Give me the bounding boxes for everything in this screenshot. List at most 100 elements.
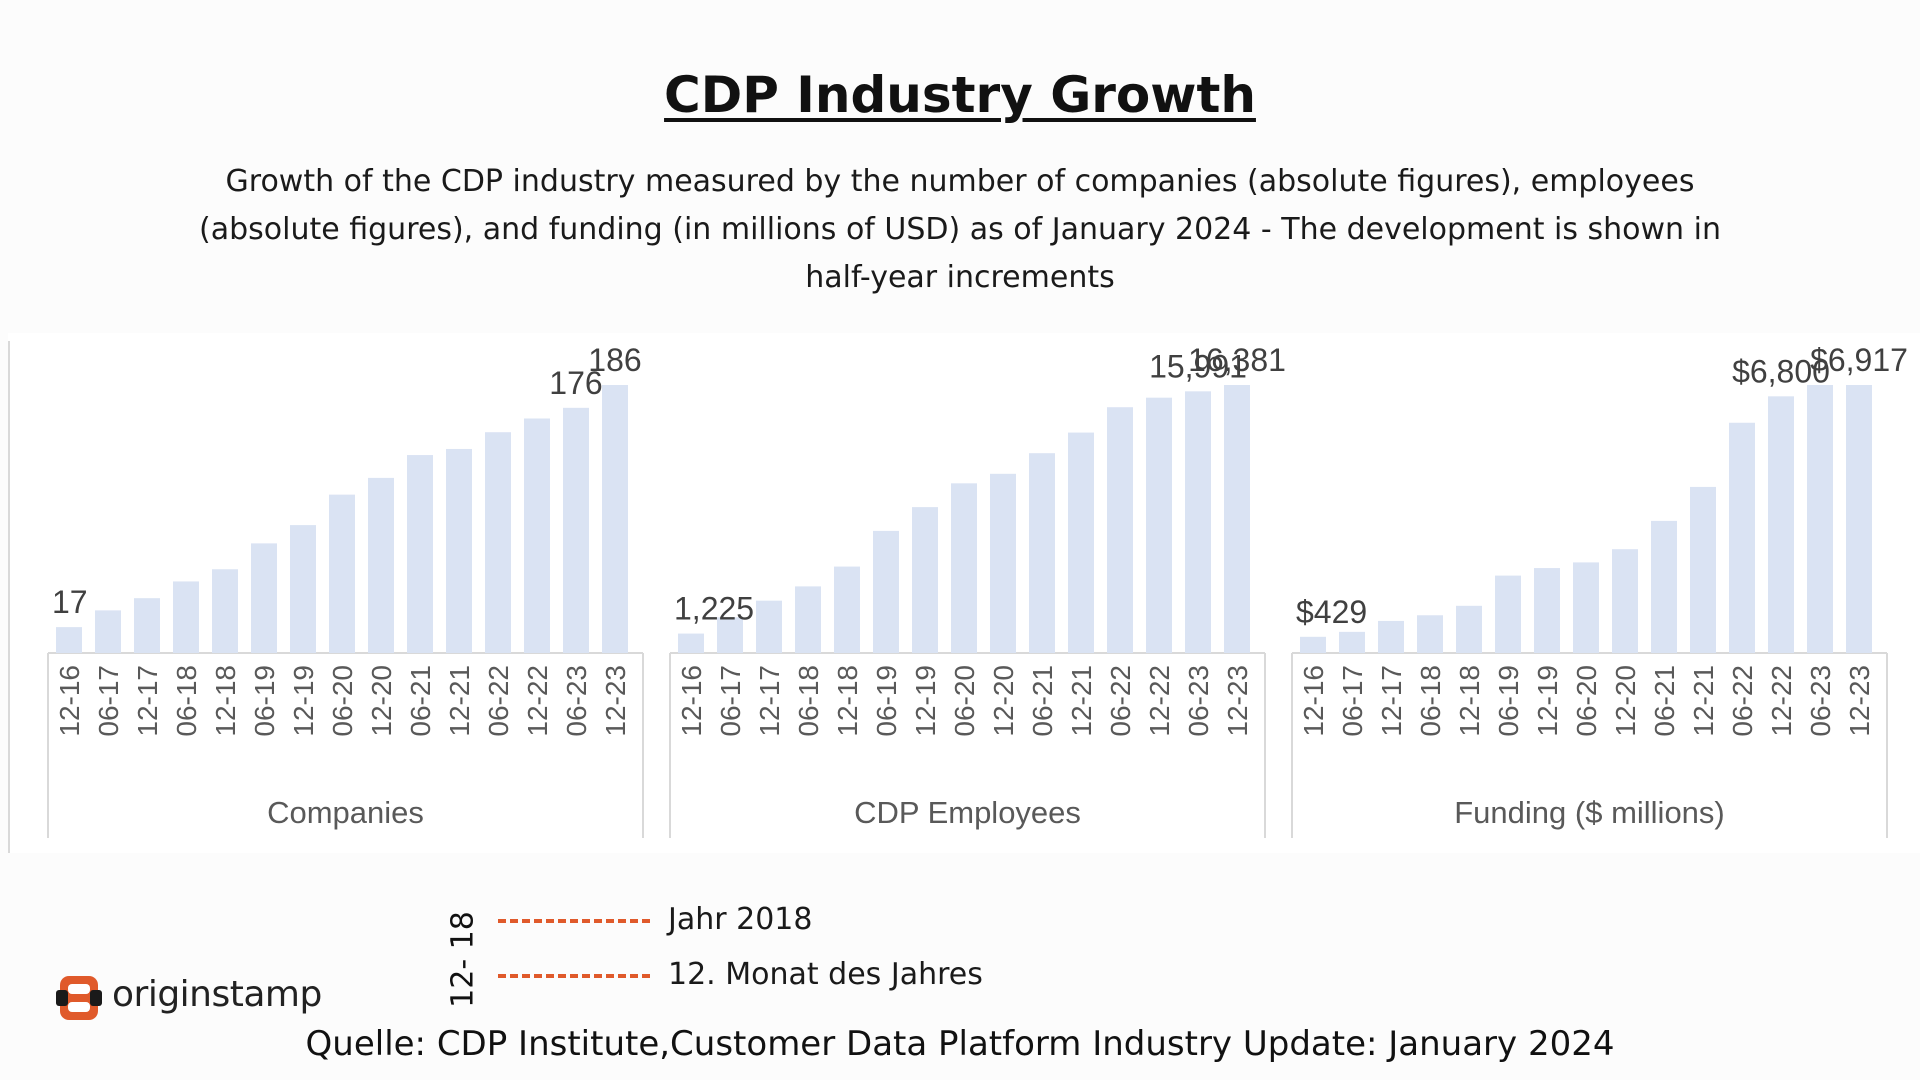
tick-label: 06-17 bbox=[93, 665, 124, 737]
tick-label: 12-16 bbox=[54, 665, 85, 737]
tick-label: 06-18 bbox=[793, 665, 824, 737]
bar-companies-14 bbox=[602, 385, 628, 653]
originstamp-logo: originstamp bbox=[56, 970, 346, 1026]
tick-label: 12-20 bbox=[366, 665, 397, 737]
tick-label: 12-18 bbox=[210, 665, 241, 737]
bar-companies-13 bbox=[563, 407, 589, 653]
tick-label: 06-23 bbox=[561, 665, 592, 737]
tick-label: 12-17 bbox=[1376, 665, 1407, 737]
tick-label: 12-21 bbox=[444, 665, 475, 737]
tick-label: 06-18 bbox=[1415, 665, 1446, 737]
legend-month-text: 12. Monat des Jahres bbox=[668, 957, 983, 992]
tick-label: 06-21 bbox=[405, 665, 436, 737]
tick-label: 06-19 bbox=[871, 665, 902, 737]
tick-label: 06-22 bbox=[1105, 665, 1136, 737]
bar-funding-millions--1 bbox=[1339, 631, 1365, 653]
bar-cdp-employees-9 bbox=[1029, 453, 1055, 653]
bar-funding-millions--10 bbox=[1690, 486, 1716, 653]
bar-cdp-employees-5 bbox=[873, 530, 899, 653]
tick-label: 12-16 bbox=[676, 665, 707, 737]
bar-companies-8 bbox=[368, 477, 394, 653]
tick-label: 12-21 bbox=[1688, 665, 1719, 737]
data-label: 16,381 bbox=[1188, 342, 1286, 378]
bar-companies-4 bbox=[212, 569, 238, 653]
bar-chart: 12-16 06-17 12-17 06-18 12-18 06-19 12-19 06-20… bbox=[8, 341, 1908, 853]
tick-label: 06-23 bbox=[1805, 665, 1836, 737]
data-label: $429 bbox=[1296, 594, 1367, 630]
originstamp-logo-icon bbox=[56, 976, 102, 1020]
tick-label: 06-17 bbox=[1337, 665, 1368, 737]
bar-cdp-employees-6 bbox=[912, 507, 938, 653]
tick-label: 12-19 bbox=[1532, 665, 1563, 737]
bar-companies-7 bbox=[329, 494, 355, 653]
data-label: 15,991 bbox=[1149, 348, 1247, 384]
tick-label: 12-18 bbox=[832, 665, 863, 737]
tick-label: 12-16 bbox=[1298, 665, 1329, 737]
data-label: $6,917 bbox=[1810, 342, 1908, 378]
tick-label: 06-19 bbox=[1493, 665, 1524, 737]
bar-companies-12 bbox=[524, 418, 550, 653]
chart-panel: 12-16 06-17 12-17 06-18 12-18 06-19 12-19 06-20… bbox=[8, 333, 1920, 853]
date-format-legend: 12- 18 Jahr 2018 12. Monat des Jahres bbox=[440, 900, 1040, 1010]
bar-companies-3 bbox=[173, 581, 199, 653]
bar-cdp-employees-10 bbox=[1068, 432, 1094, 653]
tick-label: 06-17 bbox=[715, 665, 746, 737]
legend-example-code: 12- 18 bbox=[445, 911, 481, 1008]
tick-label: 12-23 bbox=[1844, 665, 1875, 737]
bar-funding-millions--13 bbox=[1807, 385, 1833, 653]
bar-funding-millions--8 bbox=[1612, 549, 1638, 653]
bar-companies-11 bbox=[485, 432, 511, 653]
source-note: Quelle: CDP Institute,Customer Data Plat… bbox=[305, 1024, 1615, 1064]
bar-funding-millions--9 bbox=[1651, 520, 1677, 653]
tick-label: 12-23 bbox=[600, 665, 631, 737]
bar-companies-2 bbox=[134, 598, 160, 653]
tick-label: 06-22 bbox=[1727, 665, 1758, 737]
data-label: $6,800 bbox=[1732, 353, 1830, 389]
bar-funding-millions--7 bbox=[1573, 562, 1599, 653]
tick-label: 12-17 bbox=[132, 665, 163, 737]
tick-label: 06-22 bbox=[483, 665, 514, 737]
tick-label: 06-20 bbox=[949, 665, 980, 737]
bar-companies-5 bbox=[251, 543, 277, 653]
bar-cdp-employees-3 bbox=[795, 586, 821, 653]
tick-label: 12-17 bbox=[754, 665, 785, 737]
tick-label: 12-20 bbox=[988, 665, 1019, 737]
bar-cdp-employees-13 bbox=[1185, 391, 1211, 653]
tick-label: 06-19 bbox=[249, 665, 280, 737]
bar-cdp-employees-0 bbox=[678, 633, 704, 653]
bar-companies-9 bbox=[407, 455, 433, 653]
tick-label: 06-23 bbox=[1183, 665, 1214, 737]
bar-funding-millions--4 bbox=[1456, 605, 1482, 653]
legend-year-text: Jahr 2018 bbox=[668, 902, 813, 937]
page-title: CDP Industry Growth bbox=[664, 66, 1256, 124]
bar-cdp-employees-11 bbox=[1107, 407, 1133, 653]
tick-label: 12-22 bbox=[522, 665, 553, 737]
tick-label: 06-20 bbox=[1571, 665, 1602, 737]
tick-label: 12-18 bbox=[1454, 665, 1485, 737]
tick-label: 12-20 bbox=[1610, 665, 1641, 737]
logo-text: originstamp bbox=[112, 974, 322, 1015]
bar-cdp-employees-1 bbox=[717, 617, 743, 653]
bar-companies-1 bbox=[95, 610, 121, 653]
tick-label: 12-19 bbox=[288, 665, 319, 737]
bar-cdp-employees-12 bbox=[1146, 397, 1172, 653]
tick-label: 12-22 bbox=[1766, 665, 1797, 737]
dashed-line-icon bbox=[498, 919, 650, 923]
page-subtitle: Growth of the CDP industry measured by t… bbox=[199, 164, 1721, 295]
bar-funding-millions--12 bbox=[1768, 396, 1794, 653]
data-label: 1,225 bbox=[674, 591, 754, 627]
bar-cdp-employees-14 bbox=[1224, 385, 1250, 653]
tick-label: 06-18 bbox=[171, 665, 202, 737]
bar-funding-millions--14 bbox=[1846, 385, 1872, 653]
group-label: Companies bbox=[267, 795, 424, 830]
tick-label: 12-21 bbox=[1066, 665, 1097, 737]
group-label: Funding ($ millions) bbox=[1454, 795, 1725, 830]
tick-label: 06-21 bbox=[1027, 665, 1058, 737]
group-label: CDP Employees bbox=[854, 795, 1081, 830]
bar-companies-0 bbox=[56, 627, 82, 653]
tick-label: 12-22 bbox=[1144, 665, 1175, 737]
bar-funding-millions--11 bbox=[1729, 422, 1755, 653]
bar-companies-6 bbox=[290, 525, 316, 653]
tick-label: 12-19 bbox=[910, 665, 941, 737]
bar-cdp-employees-7 bbox=[951, 483, 977, 653]
